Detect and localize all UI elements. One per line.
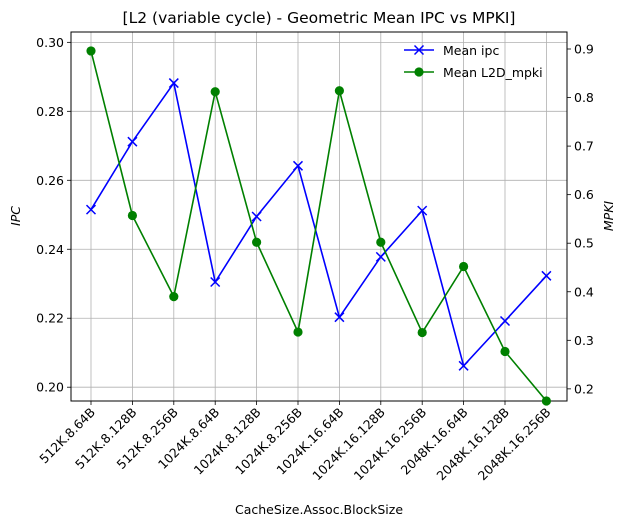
left-y-tick-label: 0.26 <box>36 173 64 188</box>
right-y-tick-label: 0.9 <box>574 41 594 56</box>
series-layer <box>85 46 552 406</box>
left-y-tick-label: 0.20 <box>36 380 64 395</box>
data-point-ipc <box>499 315 511 327</box>
data-point-mpki <box>169 292 179 302</box>
data-point-ipc <box>458 360 469 371</box>
data-point-ipc <box>251 211 262 222</box>
right-y-axis: 0.2 0.3 0.4 0.5 0.6 0.7 0.8 0.9 <box>567 41 594 396</box>
data-point-ipc <box>417 205 428 216</box>
data-point-mpki <box>252 237 262 247</box>
left-y-tick-label: 0.22 <box>36 311 64 326</box>
data-point-mpki <box>334 86 344 96</box>
plot-frame <box>70 31 568 402</box>
right-y-tick-label: 0.5 <box>574 236 594 251</box>
x-tick-label: 2048K.16.128B <box>433 405 512 484</box>
grid-lines <box>71 32 567 401</box>
data-point-mpki <box>417 327 427 338</box>
right-y-axis-label: MPKI <box>601 201 616 232</box>
data-point-mpki <box>293 327 303 337</box>
data-point-ipc <box>292 160 304 171</box>
right-y-tick-label: 0.4 <box>574 284 594 299</box>
legend-marker-ipc <box>413 44 425 56</box>
data-point-mpki <box>376 237 386 247</box>
right-y-tick-label: 0.7 <box>574 139 594 154</box>
x-tick-label: 2048K.16.256B <box>475 405 554 484</box>
data-point-ipc <box>375 251 386 262</box>
data-point-ipc <box>334 312 345 323</box>
left-y-tick-label: 0.24 <box>36 242 64 257</box>
legend-label-ipc: Mean ipc <box>443 43 499 58</box>
data-point-mpki <box>210 87 220 97</box>
data-point-ipc <box>85 204 97 215</box>
data-point-ipc <box>210 276 221 288</box>
data-point-mpki <box>127 210 137 221</box>
series-line-mpki <box>90 50 548 402</box>
left-y-axis-label: IPC <box>8 206 23 226</box>
x-axis-label: CacheSize.Assoc.BlockSize <box>235 502 403 517</box>
x-tick-label: 1024K.16.256B <box>351 405 430 484</box>
data-point-mpki <box>86 46 96 56</box>
data-point-ipc <box>127 136 138 147</box>
left-y-tick-label: 0.30 <box>36 35 64 50</box>
data-point-mpki <box>459 261 469 272</box>
legend-label-mpki: Mean L2D_mpki <box>443 65 543 80</box>
data-point-ipc <box>168 78 179 89</box>
series-line-ipc <box>90 81 547 368</box>
data-point-ipc <box>541 270 552 281</box>
x-axis: 512K.8.64B512K.8.128B512K.8.256B1024K.8.… <box>36 401 554 484</box>
data-point-mpki <box>541 396 552 406</box>
legend: Mean ipc Mean L2D_mpki <box>404 43 543 80</box>
right-y-tick-label: 0.3 <box>574 333 594 348</box>
left-y-tick-label: 0.28 <box>36 104 64 119</box>
x-tick-label: 1024K.16.128B <box>309 405 388 484</box>
legend-marker-mpki <box>414 67 424 77</box>
chart-title: [L2 (variable cycle) - Geometric Mean IP… <box>123 9 516 27</box>
right-y-tick-label: 0.2 <box>574 381 594 396</box>
data-point-mpki <box>500 346 510 357</box>
right-y-tick-label: 0.8 <box>574 90 594 105</box>
right-y-tick-label: 0.6 <box>574 187 594 202</box>
left-y-axis: 0.20 0.22 0.24 0.26 0.28 0.30 <box>36 35 71 395</box>
